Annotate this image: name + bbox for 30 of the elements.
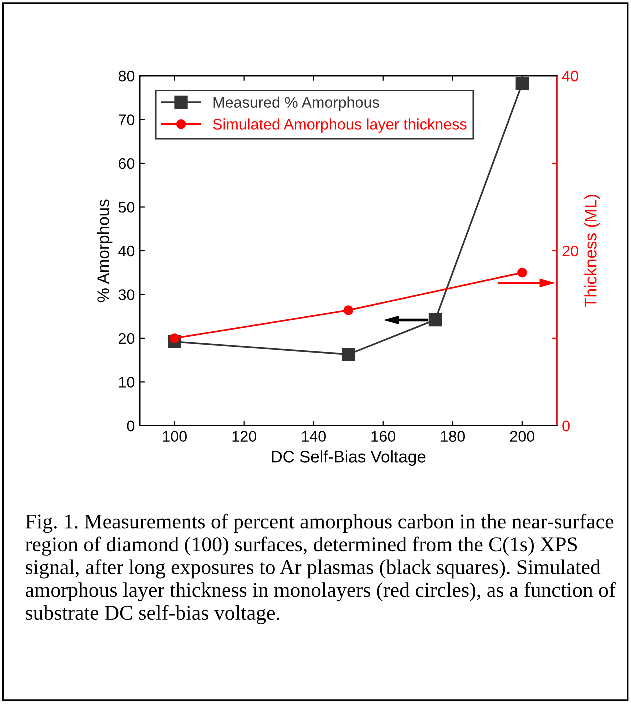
y-tick-label: 20 [119, 333, 135, 344]
y-tick-label: 30 [118, 290, 135, 300]
x-axis-title: DC Self-Bias Voltage [272, 450, 426, 466]
y2-tick-label: 40 [562, 70, 578, 82]
y2-axis-title: Thickness (ML) [584, 195, 600, 308]
y-tick-label: 40 [118, 246, 135, 257]
x-tick-label: 180 [441, 431, 466, 442]
y-tick-label: 80 [118, 70, 135, 82]
caption: Fig. 1. Measurements of percent amorphous carbon in the near-surface region of diamond (100) surfaces, determined from the C(1s) XPS signal, after long exposures to Ar plasmas (black squares). Simulated amorphous layer thickness in monolayers (red circles), as a function of substrate DC self-bias voltage. [26, 514, 616, 624]
y-tick-label: 60 [119, 158, 135, 170]
x-tick-label: 160 [372, 431, 396, 442]
legend-label: Measured % Amorphous [214, 96, 380, 112]
legend-label: Simulated Amorphous layer thickness [213, 118, 467, 133]
x-tick-label: 120 [232, 431, 257, 442]
y-tick-label: 50 [118, 202, 135, 213]
x-tick-label: 140 [302, 431, 326, 442]
y-tick-label: 10 [119, 377, 135, 388]
y2-tick-label: 0 [562, 420, 570, 432]
x-tick-label: 200 [510, 431, 535, 442]
point [170, 334, 180, 344]
y2-tick-label: 20 [562, 246, 578, 257]
y-tick-label: 0 [127, 420, 135, 432]
x-tick-label: 100 [163, 431, 187, 442]
y-tick-label: 70 [119, 114, 135, 126]
y-axis-title: % Amorphous [97, 200, 113, 302]
point [344, 306, 354, 316]
point [342, 348, 356, 362]
point [516, 77, 530, 90]
point [518, 268, 528, 278]
point [428, 313, 442, 327]
